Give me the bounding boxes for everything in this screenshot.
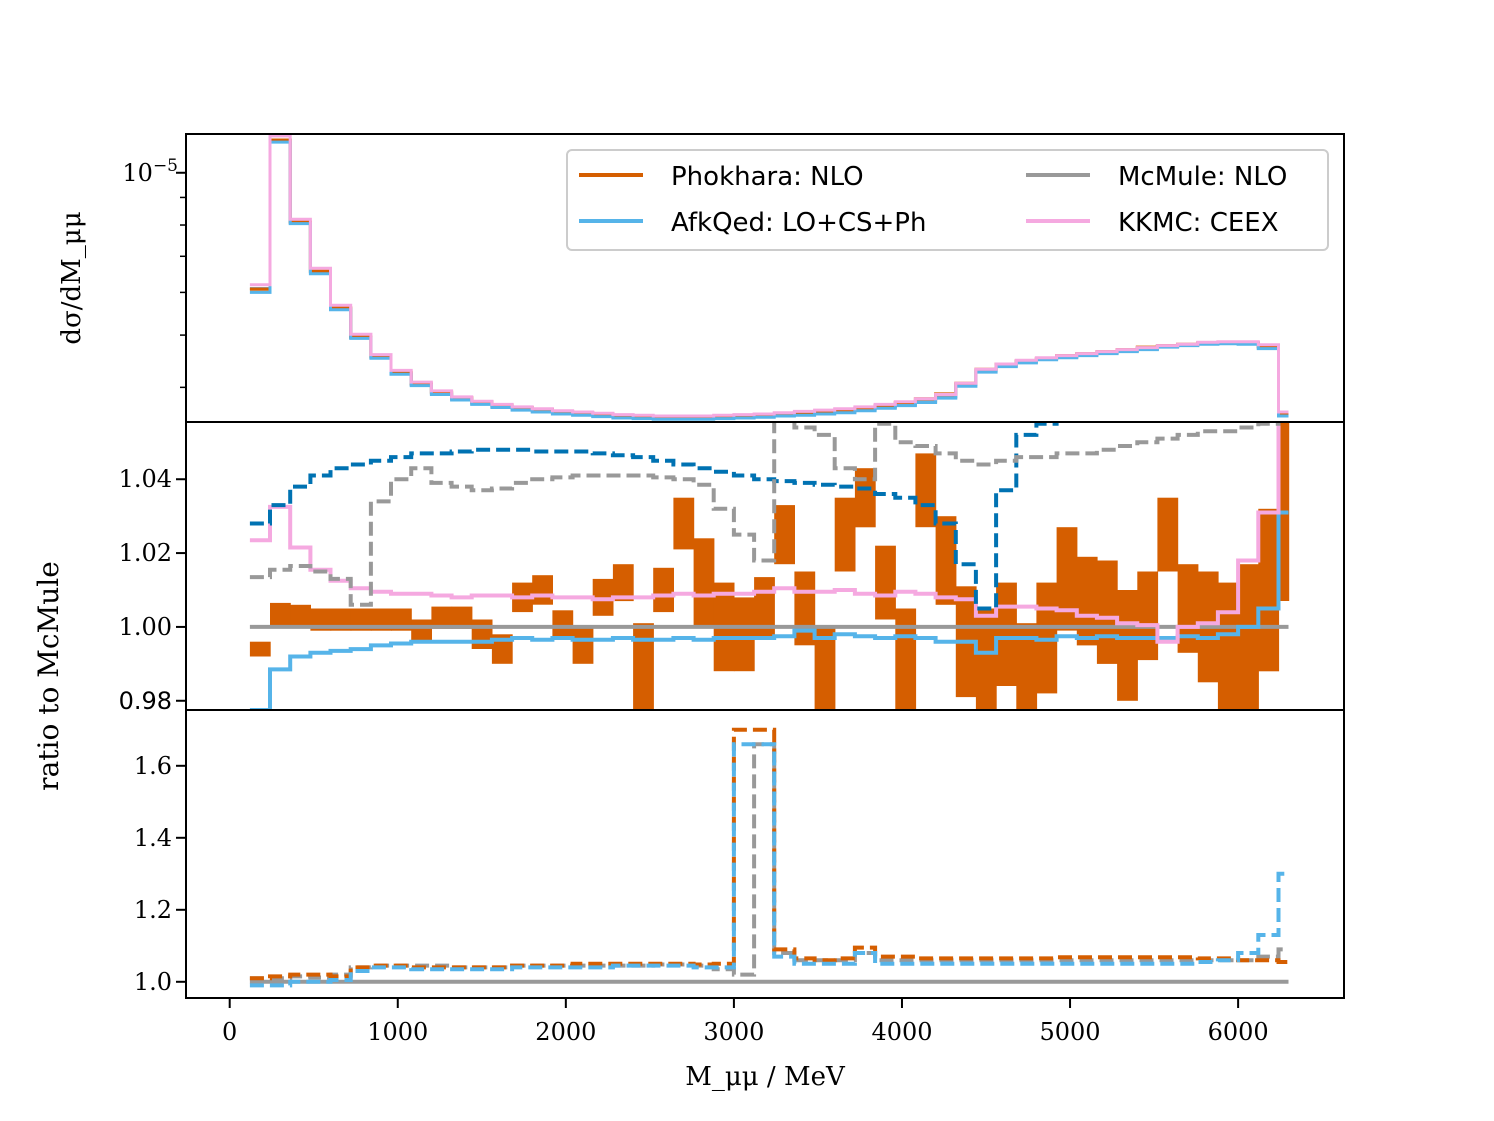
panel2-series-phokhara-nlo-0-bin-9 — [431, 606, 453, 629]
bottom-panel: 1.0 1.2 1.4 1.6 0 1000 2000 3000 4000 5000 6000 M… — [134, 709, 1345, 1092]
panel3-y-tick-label-1: 1.2 — [134, 896, 172, 924]
panel2-series-phokhara-nlo-0-bin-45 — [1157, 497, 1179, 572]
panel1-series-kkmc-ceex-3-line — [249, 134, 1289, 418]
panel2-series-phokhara-nlo-0-bin-1 — [270, 602, 291, 626]
panel2-series-phokhara-nlo-0-bin-27 — [794, 571, 816, 646]
panel3-y-tick-label-0: 1.0 — [134, 968, 172, 996]
panel2-series-phokhara-nlo-0-bin-40 — [1056, 527, 1078, 631]
panel2-series-phokhara-nlo-0-bin-26 — [774, 505, 795, 565]
panel2-series-phokhara-nlo-0-bin-34 — [935, 516, 957, 605]
panel3-y-tick-label-3: 1.6 — [134, 752, 172, 780]
top-series-group — [249, 134, 1289, 421]
panel2-series-phokhara-nlo-0-bin-21 — [673, 497, 695, 550]
panel2-series-phokhara-nlo-0-bin-31 — [875, 545, 896, 620]
x-axis-label: M_μμ / MeV — [685, 1062, 846, 1092]
panel1-series-afkqed-lo-cs-ph-2-line — [249, 140, 1289, 421]
panel2-series-phokhara-nlo-0-bin-14 — [532, 575, 553, 605]
panel2-y-tick-label-3: 1.04 — [119, 465, 172, 493]
legend-label-afkqed: AfkQed: LO+CS+Ph — [671, 208, 926, 238]
panel2-series-phokhara-nlo-0-bin-44 — [1137, 571, 1159, 661]
x-tick-label-5: 5000 — [1040, 1018, 1101, 1046]
panel2-series-phokhara-nlo-0-bin-30 — [854, 468, 876, 528]
panel2-y-tick-label-2: 1.02 — [119, 539, 172, 567]
panel2-series-phokhara-nlo-0-bin-22 — [693, 538, 715, 627]
panel2-series-unnamed-5-line — [249, 422, 1281, 607]
panel2-series-phokhara-nlo-0-bin-37 — [996, 582, 1017, 686]
panel2-series-phokhara-nlo-0-bin-10 — [451, 606, 473, 629]
panel2-series-phokhara-nlo-0-bin-11 — [471, 619, 493, 649]
panel2-series-phokhara-nlo-0-bin-43 — [1117, 590, 1138, 701]
panel2-series-phokhara-nlo-0-bin-46 — [1177, 564, 1199, 653]
panel3-series-unnamed-3-line — [249, 742, 1289, 988]
panel2-series-phokhara-nlo-0-bin-29 — [834, 497, 856, 572]
panel2-series-phokhara-nlo-0-bin-2 — [290, 604, 311, 627]
panel2-y-tick-label-0: 0.98 — [119, 687, 172, 715]
legend-label-mcmule: McMule: NLO — [1118, 162, 1287, 192]
legend-label-phokhara: Phokhara: NLO — [671, 162, 864, 192]
panel2-series-kkmc-ceex-3-line — [249, 422, 1281, 644]
panel2-series-phokhara-nlo-0-bin-18 — [612, 564, 634, 602]
legend: Phokhara: NLO McMule: NLO AfkQed: LO+CS+… — [566, 149, 1329, 251]
panel2-series-phokhara-nlo-0-bin-28 — [814, 626, 836, 710]
panel2-series-phokhara-nlo-0-bin-48 — [1217, 582, 1239, 710]
panel2-y-tick-label-1: 1.00 — [119, 613, 172, 641]
bottom-series-group — [249, 727, 1289, 988]
middle-y-ticks: 0.98 1.00 1.02 1.04 — [119, 465, 186, 715]
panel2-series-phokhara-nlo-0-bin-20 — [653, 567, 674, 613]
legend-frame — [566, 149, 1329, 251]
x-tick-label-6: 6000 — [1208, 1018, 1269, 1046]
panel2-series-phokhara-nlo-0-bin-0 — [249, 641, 271, 657]
bottom-y-ticks: 1.0 1.2 1.4 1.6 — [134, 752, 186, 996]
panel3-y-tick-label-2: 1.4 — [134, 824, 172, 852]
x-tick-label-0: 0 — [222, 1018, 237, 1046]
bottom-x-ticks: 0 1000 2000 3000 4000 5000 6000 — [222, 998, 1269, 1046]
panel2-series-afkqed-lo-cs-ph-2-line — [249, 510, 1289, 710]
bottom-panel-frame — [185, 709, 1345, 999]
legend-label-kkmc: KKMC: CEEX — [1118, 208, 1279, 238]
panel2-series-phokhara-nlo-0-bin-8 — [411, 619, 432, 642]
panel2-series-phokhara-nlo-0-bin-33 — [915, 453, 937, 528]
x-tick-label-2: 2000 — [535, 1018, 596, 1046]
panel2-series-unnamed-4-line — [249, 422, 1059, 611]
panel2-series-phokhara-nlo-0-bin-42 — [1096, 560, 1118, 664]
top-y-axis-label: dσ/dM_μμ — [57, 211, 87, 344]
panel2-series-phokhara-nlo-0-bin-36 — [975, 608, 997, 710]
panel2-series-phokhara-nlo-0-bin-24 — [733, 597, 755, 672]
panel2-series-phokhara-nlo-0-bin-49 — [1238, 564, 1259, 710]
panel2-series-phokhara-nlo-0-bin-32 — [895, 608, 917, 710]
x-tick-label-4: 4000 — [871, 1018, 932, 1046]
x-tick-label-1: 1000 — [367, 1018, 428, 1046]
ratio-y-axis-label: ratio to McMule — [32, 561, 65, 791]
panel2-series-phokhara-nlo-0-bin-50 — [1258, 508, 1280, 672]
panel2-series-phokhara-nlo-0-bin-41 — [1076, 556, 1098, 646]
panel2-series-phokhara-nlo-0-bin-19 — [633, 623, 654, 710]
panel2-series-phokhara-nlo-0-bin-38 — [1016, 623, 1038, 710]
x-tick-label-3: 3000 — [703, 1018, 764, 1046]
middle-series-group — [249, 422, 1290, 710]
panel2-series-phokhara-nlo-0-bin-16 — [572, 626, 594, 664]
